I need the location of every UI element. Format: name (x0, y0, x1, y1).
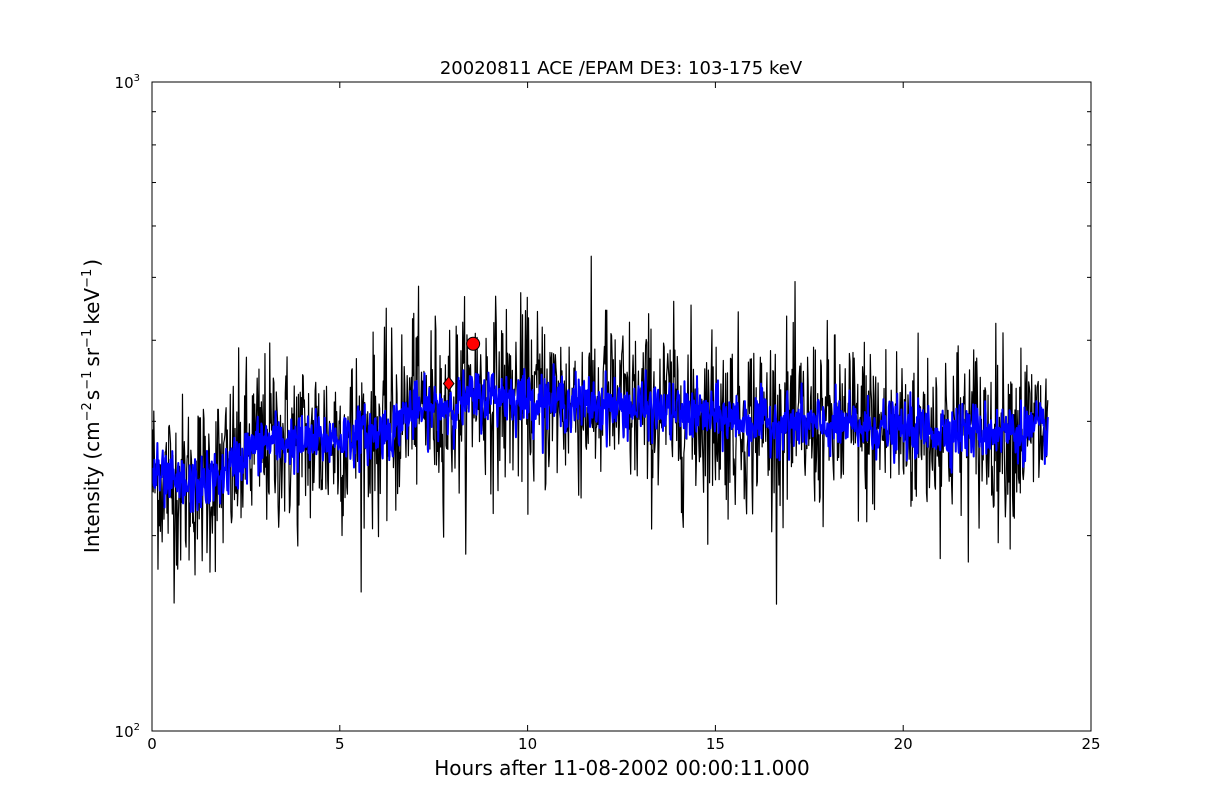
chart-title: 20020811 ACE /EPAM DE3: 103-175 keV (440, 58, 803, 79)
x-tick-label: 10 (518, 735, 537, 753)
y-axis-label: Intensity (cm−2s−1sr−1keV−1) (80, 259, 104, 553)
x-axis-label: Hours after 11-08-2002 00:00:11.000 (434, 756, 810, 780)
x-tick-label: 5 (335, 735, 345, 753)
y-label-kev: keV (80, 288, 104, 325)
y-label-sr: sr (80, 347, 104, 366)
x-tick-label: 25 (1081, 735, 1100, 753)
y-label-exp4: −1 (80, 269, 95, 288)
y-tick-label: 102 (115, 722, 140, 741)
series-smoothed-intensity-line (152, 363, 1049, 513)
y-label-s: s (80, 390, 104, 400)
plot-frame (151, 81, 1092, 732)
marker-layer (442, 336, 481, 392)
marker-circle-1 (466, 336, 481, 351)
y-label-exp2: −1 (80, 371, 95, 390)
y-label-tail: ) (80, 259, 104, 267)
x-tick-label: 0 (147, 735, 157, 753)
y-label-base: Intensity (cm (80, 421, 104, 553)
y-label-exp1: −2 (80, 402, 95, 421)
marker-diamond-0 (442, 375, 455, 392)
tick-layer: 0 5 10 15 20 25 102 103 (115, 73, 1101, 753)
series-layer (152, 255, 1049, 605)
y-tick-label: 103 (115, 73, 140, 92)
y-label-exp3: −1 (80, 329, 95, 348)
x-tick-label: 15 (706, 735, 725, 753)
x-tick-label: 20 (894, 735, 913, 753)
